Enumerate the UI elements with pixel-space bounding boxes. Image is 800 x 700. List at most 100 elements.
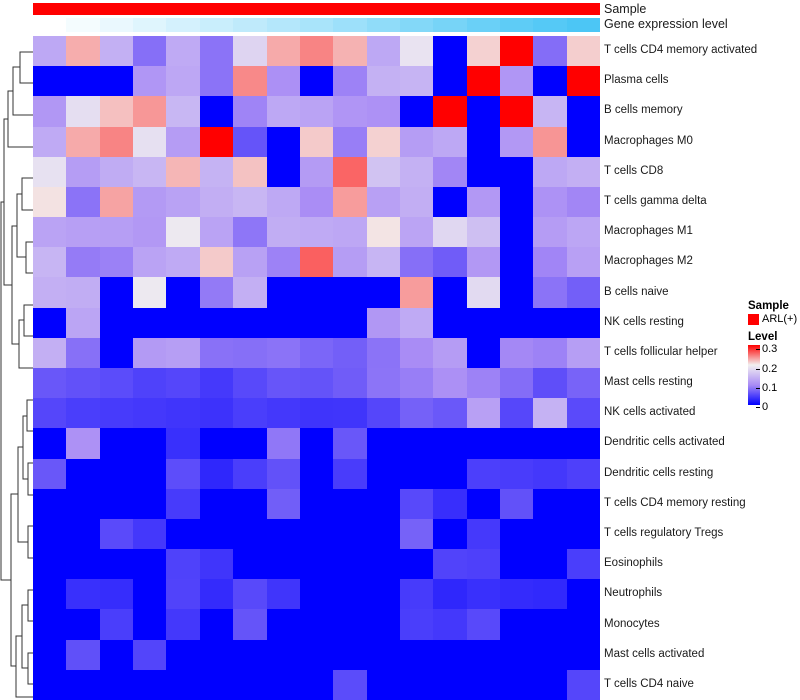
heatmap-cell bbox=[233, 368, 267, 399]
heatmap-cell bbox=[166, 398, 200, 429]
heatmap-cell bbox=[566, 126, 601, 157]
heatmap-cell bbox=[66, 36, 100, 67]
heatmap-cell bbox=[533, 549, 567, 580]
heatmap-cell bbox=[166, 307, 200, 338]
heatmap-cell bbox=[533, 186, 567, 218]
heatmap-cell bbox=[66, 639, 100, 670]
heatmap-cell bbox=[333, 458, 367, 489]
heatmap-cell bbox=[500, 247, 534, 278]
heatmap-cell bbox=[433, 669, 467, 700]
heatmap-cell bbox=[399, 337, 434, 368]
heatmap-cell bbox=[366, 307, 400, 338]
heatmap-cell bbox=[199, 639, 234, 670]
heatmap-cell bbox=[266, 549, 300, 580]
heatmap-row bbox=[33, 669, 601, 700]
heatmap-cell bbox=[199, 277, 234, 308]
heatmap-cell bbox=[466, 549, 501, 580]
heatmap-cell bbox=[166, 186, 200, 218]
sample-legend-entry: ARL(+) bbox=[748, 313, 800, 326]
row-dendrogram bbox=[0, 51, 33, 698]
heatmap-cell bbox=[466, 66, 501, 97]
heatmap-cell bbox=[99, 36, 134, 67]
row-label: Mast cells resting bbox=[604, 376, 693, 389]
heatmap-cell bbox=[500, 66, 534, 97]
heatmap-cell bbox=[399, 458, 434, 489]
heatmap-cell bbox=[500, 368, 534, 399]
heatmap-cell bbox=[66, 669, 100, 700]
heatmap-cell bbox=[500, 398, 534, 429]
row-label: T cells CD4 memory resting bbox=[604, 496, 746, 509]
level-tick-mark bbox=[756, 388, 760, 390]
heatmap-cell bbox=[566, 458, 601, 489]
row-label: Mast cells activated bbox=[604, 647, 705, 660]
heatmap-cell bbox=[399, 579, 434, 610]
heatmap-cell bbox=[199, 247, 234, 278]
heatmap-cell bbox=[366, 66, 400, 97]
heatmap-cell bbox=[99, 488, 134, 519]
heatmap-cell bbox=[199, 186, 234, 218]
heatmap-cell bbox=[433, 307, 467, 338]
heatmap-cell bbox=[366, 337, 400, 368]
heatmap-cell bbox=[33, 96, 67, 127]
heatmap-cell bbox=[299, 428, 334, 459]
heatmap-cell bbox=[433, 368, 467, 399]
heatmap-cell bbox=[233, 247, 267, 278]
heatmap-cell bbox=[166, 96, 200, 127]
heatmap-cell bbox=[133, 669, 167, 700]
heatmap-cell bbox=[266, 186, 300, 218]
heatmap-cell bbox=[299, 277, 334, 308]
heatmap-cell bbox=[66, 307, 100, 338]
row-label: Plasma cells bbox=[604, 74, 669, 87]
heatmap-cell bbox=[433, 458, 467, 489]
heatmap-cell bbox=[500, 126, 534, 157]
heatmap-cell bbox=[133, 609, 167, 640]
heatmap-cell bbox=[500, 639, 534, 670]
heatmap-cell bbox=[199, 126, 234, 157]
heatmap-cell bbox=[233, 639, 267, 670]
heatmap-cell bbox=[433, 126, 467, 157]
heatmap-cell bbox=[99, 609, 134, 640]
heatmap-cell bbox=[333, 247, 367, 278]
heatmap-cell bbox=[133, 156, 167, 187]
level-legend-scale: 0.3 0.2 0.1 0 bbox=[748, 344, 800, 413]
heatmap-cell bbox=[266, 156, 300, 187]
heatmap-cell bbox=[433, 36, 467, 67]
gene-expression-annotation-cell bbox=[33, 18, 67, 32]
gene-expression-annotation-cell bbox=[399, 18, 434, 32]
heatmap-grid bbox=[33, 36, 601, 700]
heatmap-cell bbox=[233, 186, 267, 218]
heatmap-cell bbox=[500, 96, 534, 127]
heatmap-cell bbox=[366, 36, 400, 67]
heatmap-cell bbox=[433, 186, 467, 218]
heatmap-cell bbox=[399, 277, 434, 308]
heatmap-cell bbox=[433, 96, 467, 127]
sample-legend-key-label: ARL(+) bbox=[762, 313, 798, 326]
row-label: NK cells activated bbox=[604, 406, 696, 419]
heatmap-cell bbox=[99, 217, 134, 248]
heatmap-cell bbox=[66, 518, 100, 550]
heatmap-cell bbox=[466, 458, 501, 489]
heatmap-cell bbox=[133, 307, 167, 338]
heatmap-cell bbox=[333, 36, 367, 67]
heatmap-cell bbox=[433, 579, 467, 610]
heatmap-cell bbox=[33, 307, 67, 338]
row-label: B cells memory bbox=[604, 104, 683, 117]
heatmap-cell bbox=[566, 337, 601, 368]
gene-expression-annotation-cell bbox=[266, 18, 300, 32]
heatmap-cell bbox=[399, 428, 434, 459]
heatmap-cell bbox=[66, 66, 100, 97]
heatmap-cell bbox=[433, 217, 467, 248]
heatmap-cell bbox=[433, 277, 467, 308]
heatmap-cell bbox=[33, 277, 67, 308]
heatmap-cell bbox=[533, 518, 567, 550]
heatmap-cell bbox=[399, 518, 434, 550]
heatmap-cell bbox=[566, 669, 601, 700]
heatmap-cell bbox=[66, 579, 100, 610]
heatmap-cell bbox=[566, 217, 601, 248]
heatmap-cell bbox=[233, 428, 267, 459]
heatmap-cell bbox=[466, 428, 501, 459]
heatmap-cell bbox=[133, 428, 167, 459]
heatmap-cell bbox=[566, 277, 601, 308]
heatmap-cell bbox=[33, 428, 67, 459]
heatmap-cell bbox=[366, 579, 400, 610]
